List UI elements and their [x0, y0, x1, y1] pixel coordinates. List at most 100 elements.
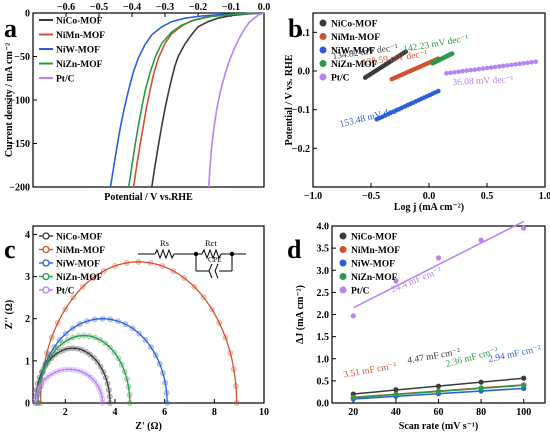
x-tick-label: −0.5: [90, 2, 108, 13]
data-point-NiMn-MOF: [170, 268, 177, 274]
data-point-Pt/C: [529, 59, 534, 65]
data-point-NiW-MOF: [163, 389, 170, 396]
panel-letter: c: [4, 235, 16, 264]
y-tick-label: 2: [25, 314, 30, 325]
legend-label: NiMn-MOF: [351, 246, 400, 256]
data-point-NiZn-MOF: [64, 337, 71, 343]
data-point-NiZn-MOF: [126, 400, 133, 406]
y-tick-label: 1.5: [317, 332, 330, 343]
data-point-NiCo-MOF: [403, 49, 409, 54]
legend-label: NiZn-MOF: [56, 60, 103, 70]
data-point-NiMn-MOF: [191, 283, 198, 290]
data-point-Pt/C: [74, 367, 80, 374]
y-axis-label: Potential / V vs. RHE: [284, 54, 295, 145]
data-point-NiW-MOF: [156, 360, 163, 367]
data-point-NiW-MOF: [56, 337, 63, 343]
legend-label: Pt/C: [351, 287, 370, 297]
circuit-label-rct: Rct: [205, 238, 217, 248]
data-point-NiCo-MOF: [435, 383, 442, 389]
data-point-NiW-MOF: [76, 321, 83, 328]
legend-marker: [319, 33, 327, 40]
data-point-Pt/C: [85, 372, 91, 379]
slope-annotation: 36.08 mV dec⁻¹: [452, 75, 514, 88]
legend-label: NiCo-MOF: [351, 233, 398, 243]
data-point-Pt/C: [95, 384, 102, 391]
data-point-Pt/C: [480, 66, 486, 71]
y-tick-label: 0: [25, 9, 30, 20]
data-point-NiMn-MOF: [62, 306, 69, 313]
data-point-Pt/C: [36, 384, 43, 391]
data-point-NiZn-MOF: [449, 51, 455, 56]
data-point-NiW-MOF: [129, 325, 136, 332]
legend-marker: [339, 286, 347, 294]
fit-line-NiMn-MOF: [39, 261, 238, 404]
resistor-rct: [201, 248, 222, 260]
legend-label: NiW-MOF: [56, 260, 100, 270]
data-point-Pt/C: [521, 225, 527, 231]
legend-marker: [42, 286, 50, 294]
data-point-NiZn-MOF: [102, 340, 109, 347]
fit-line-NiW-MOF: [37, 318, 168, 404]
legend-marker: [42, 272, 50, 281]
y-tick-label: 3.0: [317, 266, 330, 277]
legend-marker: [42, 232, 50, 240]
data-point-NiZn-MOF: [121, 368, 128, 375]
x-tick-label: 60: [434, 407, 444, 418]
data-point-NiMn-MOF: [209, 306, 215, 313]
x-tick-label: −0.3: [156, 2, 174, 13]
data-point-NiW-MOF: [69, 325, 76, 332]
data-point-Pt/C: [509, 62, 514, 68]
x-tick-label: 0.5: [481, 191, 494, 202]
cpe-element: [208, 263, 219, 279]
plot-frame: [32, 225, 265, 404]
data-point-Pt/C: [66, 366, 72, 373]
data-point-Pt/C: [460, 68, 465, 74]
data-point-NiCo-MOF: [69, 345, 76, 352]
legend-label: NiZn-MOF: [331, 60, 378, 70]
panel-d: d20 40 60 80 1000.00.51.01.52.02.53.03.54.04…: [287, 220, 546, 432]
data-point-NiMn-MOF: [123, 259, 130, 266]
legend-label: NiZn-MOF: [56, 273, 103, 283]
y-tick-label: −0.2: [292, 144, 310, 155]
data-point-NiZn-MOF: [38, 376, 44, 382]
legend-label: Pt/C: [331, 74, 350, 84]
panel-letter: a: [4, 14, 17, 43]
resistor-rs: [154, 248, 175, 260]
y-tick-label: 2.5: [317, 288, 330, 299]
legend-label: NiW-MOF: [56, 46, 100, 56]
legend-marker: [339, 232, 347, 240]
data-point-NiZn-MOF: [521, 382, 527, 388]
data-point-NiZn-MOF: [393, 391, 399, 398]
legend-marker: [42, 259, 50, 267]
data-point-NiCo-MOF: [100, 368, 107, 375]
data-point-Pt/C: [525, 60, 530, 66]
data-point-Pt/C: [468, 67, 474, 73]
data-point-NiMn-MOF: [227, 350, 234, 356]
data-point-Pt/C: [505, 63, 510, 68]
panel-letter: b: [288, 14, 302, 43]
data-point-NiZn-MOF: [86, 333, 93, 339]
x-tick-label: 4: [112, 407, 117, 418]
data-point-NiZn-MOF: [97, 337, 104, 343]
data-point-NiZn-MOF: [92, 334, 98, 341]
y-tick-label: 2.0: [317, 310, 330, 321]
capacitance-annotation: 3.51 mF cm⁻²: [343, 361, 398, 380]
data-point-NiW-MOF: [162, 379, 169, 386]
data-point-NiW-MOF: [136, 330, 143, 337]
data-point-Pt/C: [533, 59, 539, 65]
data-point-NiW-MOF: [142, 337, 149, 343]
data-point-Pt/C: [492, 64, 498, 70]
data-point-Pt/C: [464, 68, 470, 73]
data-point-NiCo-MOF: [60, 346, 67, 353]
x-tick-label: 20: [348, 407, 358, 418]
data-point-Pt/C: [34, 388, 41, 394]
slope-annotation: 142.23 mV dec⁻¹: [403, 34, 470, 55]
data-point-NiZn-MOF: [81, 332, 87, 339]
data-point-Pt/C: [70, 366, 76, 373]
y-tick-label: −200: [9, 183, 30, 194]
data-point-Pt/C: [32, 396, 39, 402]
circuit-label-rs: Rs: [160, 238, 169, 248]
y-tick-label: 3.5: [317, 244, 330, 255]
data-point-Pt/C: [476, 66, 482, 72]
